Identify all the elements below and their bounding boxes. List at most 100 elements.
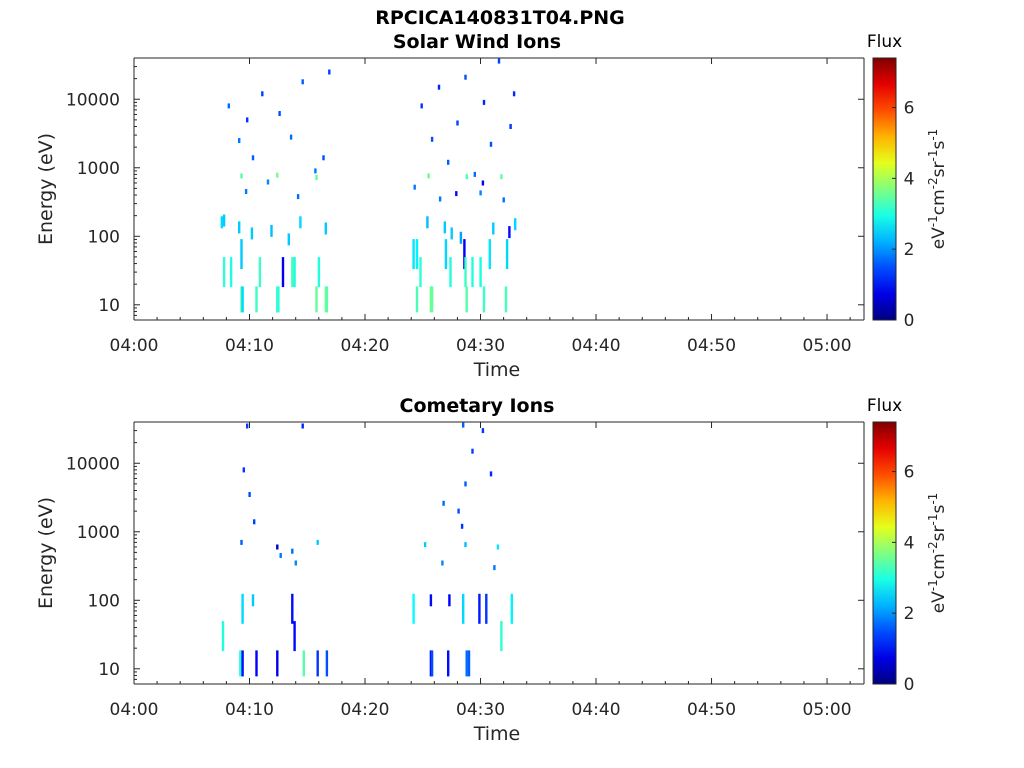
heatmap-cell (291, 593, 294, 624)
heatmap-cell (479, 190, 482, 196)
x-axis-label: Time (473, 723, 521, 745)
y-tick-label: 10000 (66, 454, 120, 474)
heatmap-cell (438, 196, 442, 202)
heatmap-cell (253, 519, 256, 525)
heatmap-cell (301, 423, 304, 429)
y-tick-label: 1000 (77, 523, 120, 543)
heatmap-cell (241, 286, 244, 313)
heatmap-cell (447, 650, 450, 677)
y-tick-label: 1000 (77, 159, 120, 179)
heatmap-cell (325, 286, 329, 313)
heatmap-cell (294, 560, 297, 566)
heatmap-cell (248, 492, 251, 497)
unit-base: cm (929, 189, 949, 215)
y-tick-label: 100 (88, 591, 120, 611)
heatmap-cell (317, 257, 321, 288)
heatmap-cell (220, 216, 223, 229)
heatmap-cell (289, 134, 293, 140)
heatmap-cell (328, 69, 331, 75)
heatmap-cell (412, 593, 415, 624)
heatmap-cell (450, 227, 453, 240)
heatmap-cell (241, 593, 244, 624)
heatmap-cell (279, 553, 282, 558)
heatmap-cell (437, 84, 441, 90)
panel-title: Solar Wind Ions (393, 31, 561, 53)
heatmap-cell (238, 221, 241, 234)
unit-base: sr (929, 525, 949, 541)
heatmap-cell (489, 471, 493, 477)
heatmap-cell (460, 523, 464, 529)
heatmap-cell (462, 422, 465, 428)
heatmap-cell (244, 189, 248, 194)
heatmap-cell (291, 257, 294, 288)
heatmap-cell (316, 650, 319, 677)
heatmap-cell (413, 184, 416, 190)
heatmap-cell (423, 542, 427, 548)
unit-exponent: -1 (926, 129, 940, 141)
heatmap-cell (255, 650, 258, 677)
y-axis-label: Energy (eV) (35, 133, 57, 245)
colorbar-tick-label: 4 (904, 533, 915, 553)
colorbar-tick-label: 0 (904, 311, 915, 331)
heatmap-cell (497, 58, 501, 64)
heatmap-cell (325, 650, 329, 677)
heatmap-cell (251, 594, 255, 607)
unit-exponent: -1 (926, 215, 940, 227)
heatmap-cell (442, 500, 445, 506)
x-tick-label: 04:40 (572, 336, 621, 356)
heatmap-cell (488, 239, 491, 270)
heatmap-cell (315, 175, 318, 180)
heatmap-cell (465, 286, 468, 313)
heatmap-cell (240, 239, 243, 270)
heatmap-cell (456, 120, 459, 126)
y-axis-label: Energy (eV) (35, 497, 57, 609)
heatmap-cell (227, 103, 230, 109)
heatmap-cell (296, 194, 300, 200)
heatmap-cell (419, 257, 422, 288)
heatmap-cell (426, 216, 429, 229)
heatmap-cell (324, 222, 327, 235)
heatmap-cell (508, 226, 511, 239)
x-tick-label: 05:00 (803, 700, 852, 720)
colorbar-tick-label: 4 (904, 169, 915, 189)
heatmap-cell (447, 159, 450, 165)
x-tick-label: 04:00 (110, 700, 159, 720)
heatmap-cell (270, 224, 273, 237)
heatmap-cell (482, 99, 486, 105)
heatmap-cell (241, 650, 244, 677)
colorbar-unit-label: eV-1cm-2sr-1s-1 (926, 493, 949, 614)
heatmap-cell (222, 214, 226, 227)
heatmap-cell (462, 593, 465, 624)
heatmap-cell (246, 423, 249, 429)
y-tick-label: 100 (88, 227, 120, 247)
heatmap-cell (510, 593, 513, 624)
heatmap-cell (430, 286, 434, 313)
heatmap-cell (291, 548, 294, 554)
heatmap-cell (316, 539, 319, 545)
colorbar-title: Flux (867, 396, 902, 416)
heatmap-cell (246, 117, 249, 123)
heatmap-cell (314, 168, 317, 174)
heatmap-cell (502, 197, 505, 203)
heatmap-cell (465, 650, 468, 677)
heatmap-cell (427, 173, 430, 179)
unit-exponent: -2 (926, 541, 940, 553)
heatmap-cell (500, 621, 503, 652)
colorbar-gradient (872, 421, 897, 685)
unit-base: sr (929, 161, 949, 177)
x-tick-label: 04:10 (225, 336, 274, 356)
heatmap-cell (277, 286, 280, 313)
heatmap-cell (448, 594, 451, 607)
y-tick-label: 10000 (66, 90, 120, 110)
heatmap-cells (221, 422, 513, 677)
x-tick-label: 04:30 (456, 336, 505, 356)
unit-base: s (929, 141, 949, 150)
heatmap-cell (473, 171, 476, 177)
heatmap-cell (481, 428, 485, 434)
heatmap-cell (276, 544, 279, 550)
heatmap-cell (222, 257, 226, 288)
y-tick-label: 10 (98, 660, 120, 680)
